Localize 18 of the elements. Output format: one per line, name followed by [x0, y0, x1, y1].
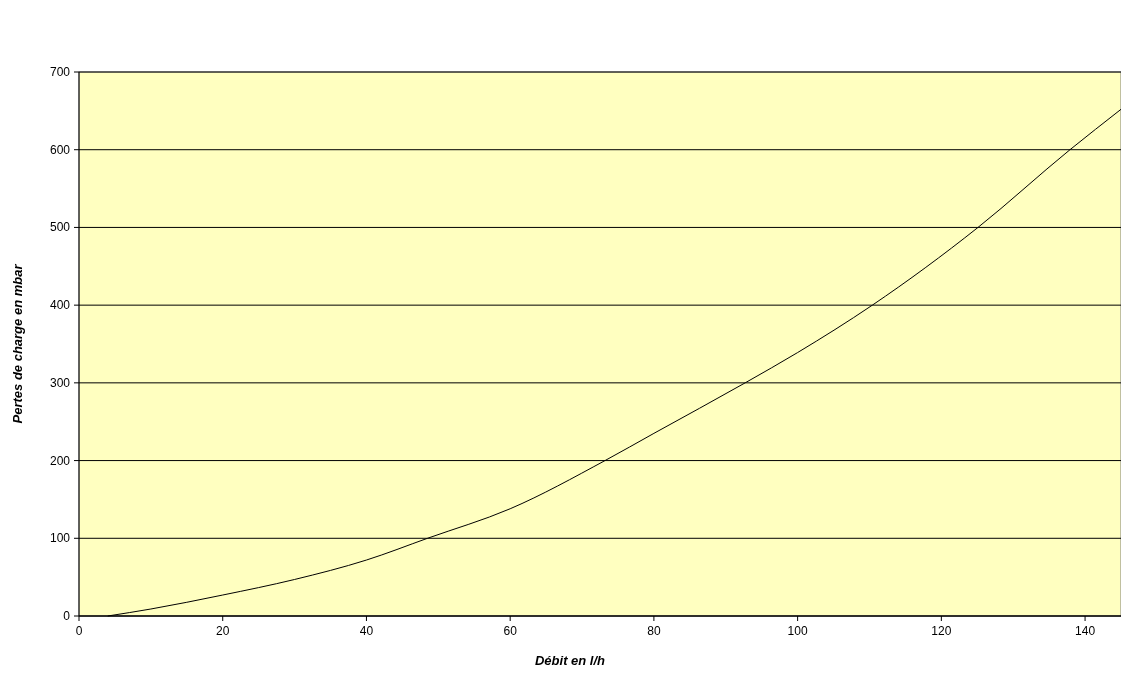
x-tick-label: 100 — [787, 624, 808, 638]
x-tick-label: 80 — [647, 624, 661, 638]
y-tick-label: 700 — [49, 65, 71, 79]
x-tick-label: 60 — [503, 624, 518, 638]
x-tick-label: 40 — [359, 624, 374, 638]
x-tick-label: 120 — [931, 624, 952, 638]
y-tick-label: 400 — [49, 298, 71, 313]
x-tick-label: 140 — [1075, 624, 1096, 638]
x-tick-label: 0 — [75, 624, 83, 638]
y-tick-label: 200 — [49, 453, 71, 468]
y-tick-label: 300 — [49, 375, 71, 390]
y-tick-label: 600 — [49, 142, 71, 157]
x-axis-title: Débit en l/h — [534, 653, 606, 668]
y-tick-label: 500 — [49, 220, 71, 235]
y-axis-title: Pertes de charge en mbar — [10, 263, 25, 424]
x-tick-label: 20 — [216, 624, 230, 638]
y-tick-label: 100 — [49, 531, 71, 546]
y-tick-label: 0 — [63, 609, 71, 623]
